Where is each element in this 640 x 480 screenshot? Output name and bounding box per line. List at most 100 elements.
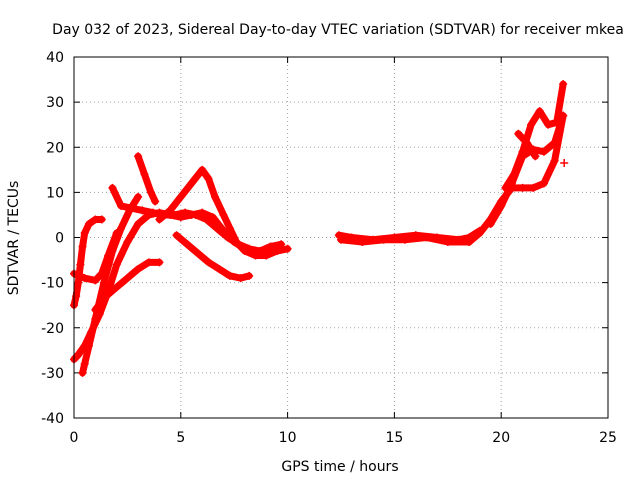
data-point bbox=[544, 120, 553, 129]
series-track-8 bbox=[155, 165, 281, 260]
data-point bbox=[422, 233, 431, 242]
data-point bbox=[518, 183, 527, 192]
data-point bbox=[146, 188, 155, 197]
data-point bbox=[552, 118, 561, 127]
data-point bbox=[144, 258, 153, 267]
data-point bbox=[272, 247, 281, 256]
data-point bbox=[80, 359, 89, 368]
data-point bbox=[187, 179, 196, 188]
series-track-6 bbox=[108, 183, 286, 256]
data-point bbox=[560, 159, 569, 168]
data-point bbox=[358, 238, 367, 247]
x-tick-label: 10 bbox=[279, 430, 297, 446]
y-tick-label: 30 bbox=[46, 95, 64, 111]
data-point bbox=[80, 228, 89, 237]
y-tick-label: -30 bbox=[41, 366, 64, 382]
data-point bbox=[251, 251, 260, 260]
data-point bbox=[531, 152, 540, 161]
data-point bbox=[202, 215, 211, 224]
x-tick-label: 20 bbox=[492, 430, 510, 446]
data-point bbox=[535, 107, 544, 116]
data-point bbox=[116, 224, 125, 233]
data-point bbox=[134, 265, 143, 274]
data-point bbox=[76, 260, 85, 269]
x-tick-label: 25 bbox=[599, 430, 617, 446]
series-band bbox=[134, 152, 159, 205]
data-point bbox=[510, 170, 519, 179]
data-point bbox=[91, 276, 100, 285]
data-point bbox=[210, 192, 219, 201]
data-point bbox=[215, 265, 224, 274]
data-point bbox=[102, 292, 111, 301]
data-point bbox=[72, 292, 81, 301]
series-band bbox=[487, 112, 567, 228]
y-tick-label: -10 bbox=[41, 276, 64, 292]
y-tick-label: 40 bbox=[46, 50, 64, 66]
ticks-layer: 0 5 10 15 20 25 -40 -30 -20 -10 0 10 20 30 40 bbox=[41, 50, 617, 446]
series-track-4 bbox=[78, 192, 143, 377]
series-track-13 bbox=[486, 111, 568, 228]
series-track-15 bbox=[514, 129, 540, 161]
data-point bbox=[108, 183, 117, 192]
data-point bbox=[112, 283, 121, 292]
data-point bbox=[475, 228, 484, 237]
data-point bbox=[151, 197, 160, 206]
data-point bbox=[225, 271, 234, 280]
data-point bbox=[127, 204, 136, 213]
x-tick-label: 15 bbox=[385, 430, 403, 446]
y-tick-label: 0 bbox=[55, 231, 64, 247]
data-point bbox=[155, 215, 164, 224]
data-point bbox=[97, 215, 106, 224]
series-track-7 bbox=[134, 152, 160, 206]
data-point bbox=[527, 120, 536, 129]
data-point bbox=[266, 242, 275, 251]
data-point bbox=[501, 183, 510, 192]
data-point bbox=[277, 240, 286, 249]
x-tick-label: 0 bbox=[70, 430, 79, 446]
y-tick-label: -40 bbox=[41, 411, 64, 427]
data-point bbox=[172, 231, 181, 240]
data-point bbox=[550, 138, 559, 147]
data-point bbox=[138, 206, 147, 215]
data-point bbox=[283, 244, 292, 253]
data-point bbox=[84, 219, 93, 228]
data-point bbox=[208, 213, 217, 222]
series-outlier-point bbox=[560, 159, 569, 168]
series-track-14 bbox=[501, 80, 568, 192]
data-point bbox=[232, 238, 241, 247]
plot-frame bbox=[73, 56, 609, 419]
y-tick-label: 10 bbox=[46, 185, 64, 201]
grid-layer bbox=[74, 57, 608, 418]
data-point bbox=[99, 278, 108, 287]
data-point bbox=[91, 305, 100, 314]
data-point bbox=[236, 274, 245, 283]
data-point bbox=[91, 314, 100, 323]
data-point bbox=[539, 179, 548, 188]
series-band bbox=[155, 166, 281, 260]
data-point bbox=[123, 274, 132, 283]
data-point bbox=[74, 278, 83, 287]
data-point bbox=[219, 210, 228, 219]
data-point bbox=[134, 152, 143, 161]
data-point bbox=[170, 210, 179, 219]
y-tick-label: -20 bbox=[41, 321, 64, 337]
series-band bbox=[465, 112, 567, 246]
data-point bbox=[204, 174, 213, 183]
data-point bbox=[262, 251, 271, 260]
data-point bbox=[140, 170, 149, 179]
data-point bbox=[204, 258, 213, 267]
data-point bbox=[181, 208, 190, 217]
data-point bbox=[134, 219, 143, 228]
data-point bbox=[443, 238, 452, 247]
data-point bbox=[116, 201, 125, 210]
data-point bbox=[529, 183, 538, 192]
data-point bbox=[518, 147, 527, 156]
data-point bbox=[198, 165, 207, 174]
x-axis-label: GPS time / hours bbox=[281, 459, 398, 475]
data-point bbox=[74, 350, 83, 359]
data-point bbox=[497, 201, 506, 210]
data-point bbox=[176, 192, 185, 201]
data-point bbox=[225, 224, 234, 233]
